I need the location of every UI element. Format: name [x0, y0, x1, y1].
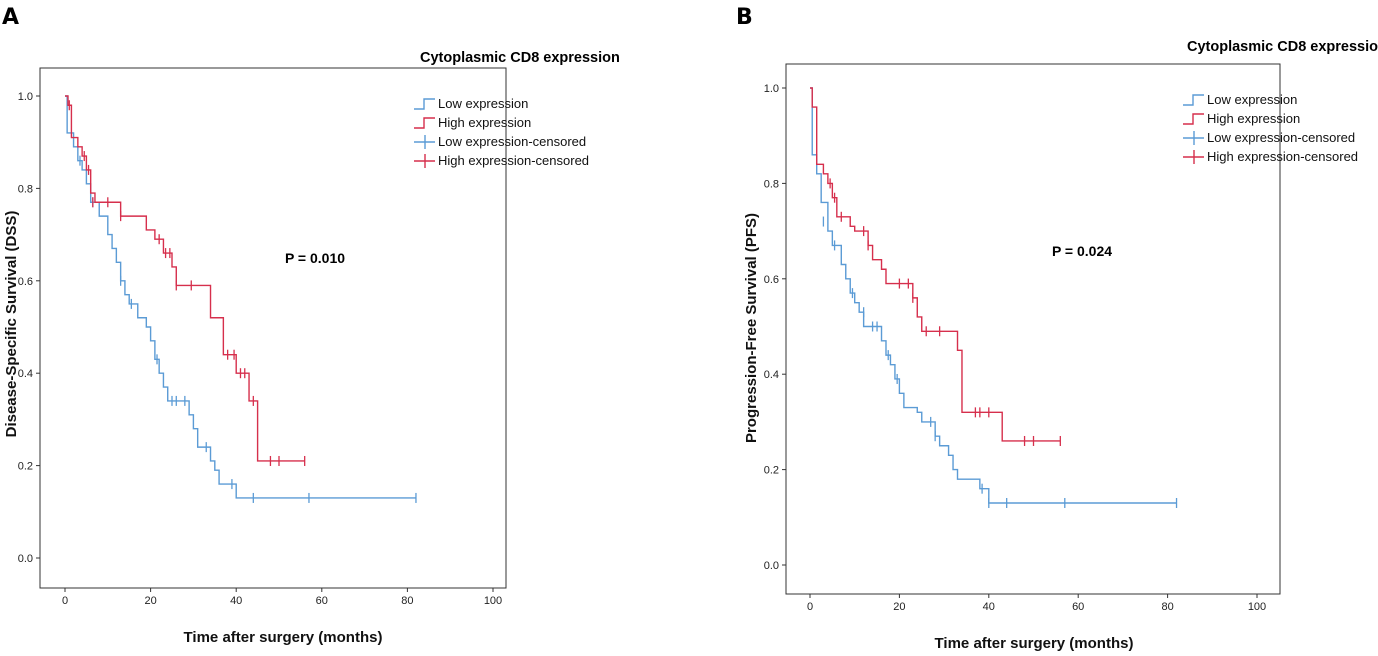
low-expression-curve — [810, 87, 1177, 504]
x-tick-label: 100 — [1248, 601, 1266, 613]
panel-a: A Cytoplasmic CD8 expression 0.00.20.40.… — [2, 5, 620, 646]
y-tick-label: 0.2 — [18, 461, 33, 473]
y-tick-label: 0.0 — [764, 560, 779, 572]
legend-label: Low expression-censored — [1207, 130, 1355, 145]
y-axis-label-b: Progression-Free Survival (PFS) — [743, 213, 760, 443]
panel-b: B Cytoplasmic CD8 expression 0.00.20.40.… — [736, 5, 1378, 652]
legend-label: Low expression-censored — [438, 134, 586, 149]
x-tick-label: 100 — [484, 595, 502, 607]
y-tick-label: 1.0 — [764, 83, 779, 95]
legend-b: Low expression High expression Low express… — [1183, 92, 1358, 164]
y-tick-label: 0.4 — [764, 369, 779, 381]
plot-frame-b — [785, 63, 1281, 595]
x-tick-label: 0 — [62, 595, 68, 607]
y-axis-label-a: Disease-Specific Survival (DSS) — [3, 211, 20, 438]
legend-label: High expression — [1207, 111, 1300, 126]
panel-letter-b: B — [736, 5, 753, 30]
legend-label: High expression-censored — [438, 153, 589, 168]
x-axis-b: 0 20 40 60 80 100 — [807, 594, 1266, 613]
low-expression-curve — [65, 95, 416, 499]
legend-a: Low expression High expression Low express… — [414, 96, 589, 168]
legend-swatch — [414, 117, 435, 129]
y-tick-label: 0.8 — [18, 183, 33, 195]
y-tick-label: 0.4 — [18, 368, 33, 380]
chart-title-b: Cytoplasmic CD8 expression — [1187, 39, 1378, 55]
y-tick-label: 0.6 — [18, 276, 33, 288]
chart-title-a: Cytoplasmic CD8 expression — [420, 50, 620, 66]
x-tick-label: 40 — [983, 601, 995, 613]
x-axis-label-a: Time after surgery (months) — [184, 629, 383, 646]
p-value-a: P = 0.010 — [285, 250, 345, 266]
legend-label: Low expression — [1207, 92, 1297, 107]
y-tick-label: 0.0 — [18, 553, 33, 565]
series-layer-a — [65, 95, 417, 503]
x-tick-label: 80 — [1161, 601, 1173, 613]
x-tick-label: 60 — [316, 595, 328, 607]
y-tick-label: 0.8 — [764, 178, 779, 190]
x-tick-label: 20 — [144, 595, 156, 607]
high-expression-curve — [810, 87, 1061, 442]
y-axis-a: 0.0 0.2 0.4 0.6 0.8 1.0 — [18, 91, 40, 565]
legend-swatch — [1183, 94, 1204, 106]
y-tick-label: 0.6 — [764, 274, 779, 286]
x-tick-label: 60 — [1072, 601, 1084, 613]
plot-frame-a — [39, 67, 507, 589]
x-tick-label: 0 — [807, 601, 813, 613]
y-tick-label: 1.0 — [18, 91, 33, 103]
y-tick-label: 0.2 — [764, 465, 779, 477]
x-axis-a: 0 20 40 60 80 100 — [62, 588, 502, 607]
series-layer-b — [810, 87, 1178, 508]
high-expression-curve — [65, 95, 305, 462]
x-tick-label: 40 — [230, 595, 242, 607]
y-axis-b: 0.0 0.2 0.4 0.6 0.8 1.0 — [764, 83, 786, 572]
legend-label: Low expression — [438, 96, 528, 111]
panel-letter-a: A — [2, 5, 19, 30]
legend-label: High expression-censored — [1207, 149, 1358, 164]
x-tick-label: 20 — [893, 601, 905, 613]
p-value-b: P = 0.024 — [1052, 243, 1112, 259]
legend-swatch — [414, 98, 435, 110]
x-tick-label: 80 — [401, 595, 413, 607]
legend-label: High expression — [438, 115, 531, 130]
x-axis-label-b: Time after surgery (months) — [935, 635, 1134, 652]
legend-swatch — [1183, 113, 1204, 125]
